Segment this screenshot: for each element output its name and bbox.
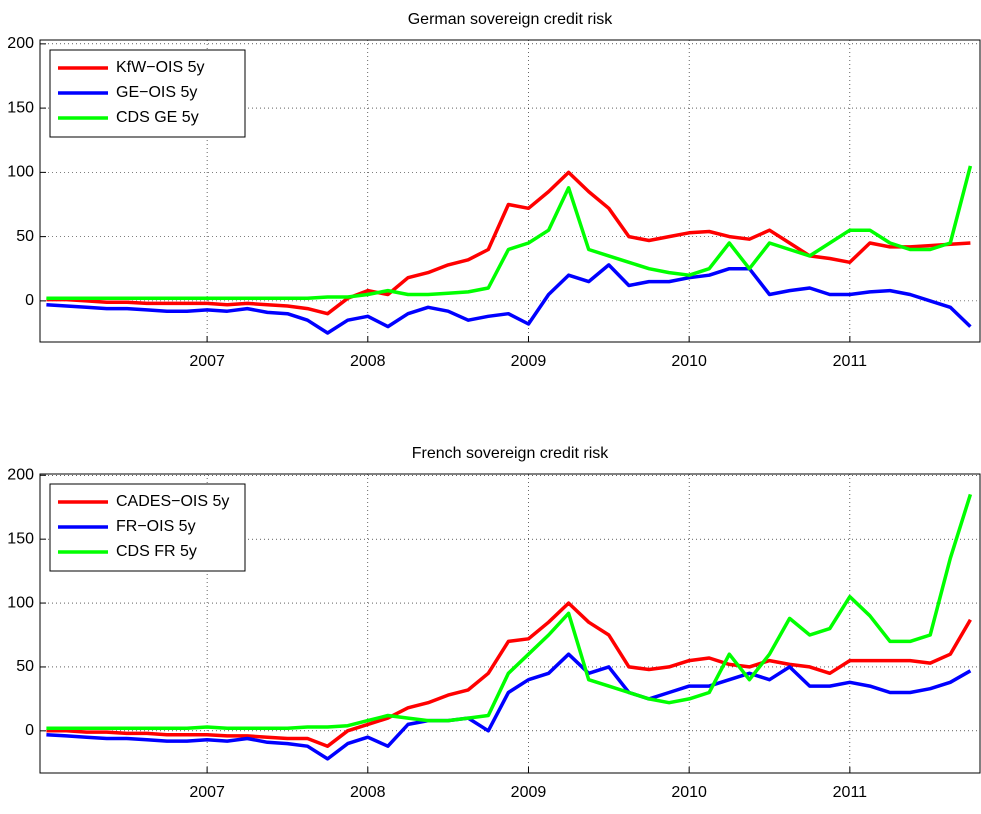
series-line <box>46 652 972 761</box>
legend-label: GE−OIS 5y <box>116 84 197 101</box>
x-tick-label: 2009 <box>511 353 547 370</box>
axes-frame <box>39 473 981 774</box>
x-tick-label: 2008 <box>350 784 386 801</box>
legend-label: FR−OIS 5y <box>116 518 196 535</box>
y-tick-label: 0 <box>25 292 34 309</box>
y-tick-label: 50 <box>16 658 34 675</box>
legend-label: KfW−OIS 5y <box>116 59 204 76</box>
series-line <box>46 601 972 748</box>
y-tick-label: 150 <box>7 99 34 116</box>
axes-frame <box>39 39 981 343</box>
x-tick-label: 2010 <box>671 353 707 370</box>
y-tick-label: 0 <box>25 722 34 739</box>
chart-title: French sovereign credit risk <box>412 445 610 462</box>
x-tick-label: 2009 <box>511 784 547 801</box>
legend-label: CDS GE 5y <box>116 109 199 126</box>
x-tick-label: 2011 <box>833 353 868 370</box>
y-tick-label: 200 <box>7 466 34 483</box>
legend-label: CADES−OIS 5y <box>116 493 229 510</box>
y-tick-label: 200 <box>7 35 34 52</box>
y-tick-label: 100 <box>7 594 34 611</box>
x-tick-label: 2008 <box>350 353 386 370</box>
legend-label: CDS FR 5y <box>116 543 197 560</box>
x-tick-label: 2010 <box>671 784 707 801</box>
series-line <box>46 165 973 301</box>
y-tick-label: 50 <box>16 228 34 245</box>
series-line <box>46 170 971 316</box>
chart-title: German sovereign credit risk <box>408 11 614 28</box>
x-tick-label: 2011 <box>833 784 868 801</box>
x-tick-label: 2007 <box>189 353 225 370</box>
series-line <box>46 263 972 335</box>
y-tick-label: 100 <box>7 164 34 181</box>
series-line <box>46 493 973 731</box>
x-tick-label: 2007 <box>189 784 225 801</box>
y-tick-label: 150 <box>7 530 34 547</box>
